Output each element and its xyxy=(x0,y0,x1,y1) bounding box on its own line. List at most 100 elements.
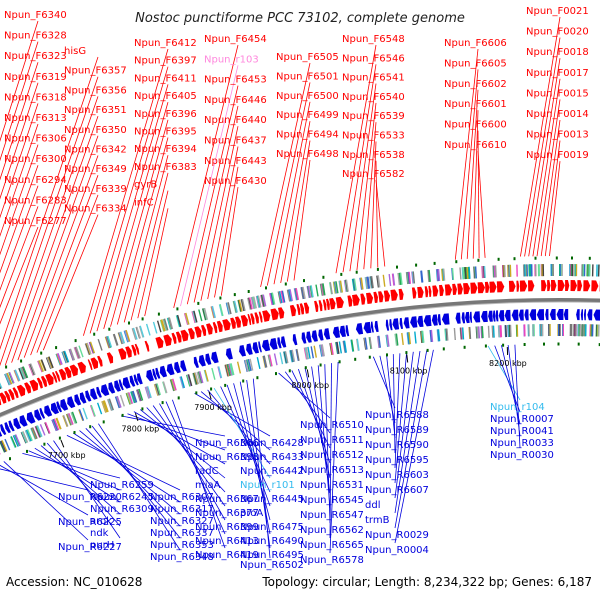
gene-arrow xyxy=(12,387,19,399)
gene-arrow xyxy=(299,303,304,315)
forward-leader xyxy=(544,140,561,257)
feature-stripe xyxy=(500,325,503,338)
gene-arrow xyxy=(536,309,545,321)
gc-mark xyxy=(405,351,408,355)
gene-arrow xyxy=(269,338,278,350)
reverse-gene-label: Npun_R6502 xyxy=(240,560,304,571)
forward-leader xyxy=(335,44,377,274)
gene-arrow xyxy=(206,323,213,335)
gc-mark xyxy=(396,265,398,269)
reverse-leader xyxy=(172,399,226,549)
gene-arrow xyxy=(129,375,136,387)
reverse-leader xyxy=(233,383,271,521)
forward-gene-label: Npun_F0014 xyxy=(526,109,589,120)
feature-stripe xyxy=(0,382,3,389)
feature-stripe xyxy=(284,351,289,364)
tick-mark xyxy=(134,413,139,422)
gene-arrow xyxy=(335,296,344,309)
gc-mark xyxy=(497,257,500,261)
forward-leader xyxy=(349,83,377,272)
reverse-leader xyxy=(324,364,331,524)
reverse-gene-label: Npun_R6547 xyxy=(300,510,364,521)
gene-arrow xyxy=(26,411,36,424)
forward-gene-label: Npun_F6600 xyxy=(444,120,507,131)
gene-arrow xyxy=(329,298,336,310)
reverse-gene-label: Npun_R6353 xyxy=(150,540,214,551)
feature-stripe xyxy=(31,427,38,439)
forward-leader xyxy=(11,115,99,363)
forward-gene-label: Npun_F6334 xyxy=(64,204,127,215)
feature-stripe xyxy=(505,325,507,338)
reverse-leader xyxy=(98,423,181,551)
gene-arrow xyxy=(424,286,429,298)
feature-stripe xyxy=(14,369,21,382)
feature-stripe xyxy=(132,327,138,340)
gene-arrow xyxy=(133,374,139,386)
forward-leader xyxy=(293,159,311,281)
gc-mark xyxy=(513,257,516,261)
gene-arrow xyxy=(222,319,231,331)
feature-stripe xyxy=(451,267,455,280)
reverse-gene-label: ndk xyxy=(90,528,109,539)
gene-arrow xyxy=(366,292,374,304)
gc-mark xyxy=(284,282,287,286)
reverse-gene-label: Npun_R6220 xyxy=(58,492,122,503)
reverse-leader xyxy=(394,353,401,469)
feature-stripe xyxy=(307,285,312,298)
gene-arrow xyxy=(339,325,346,337)
gene-arrow xyxy=(498,310,505,322)
gene-arrow xyxy=(504,309,511,321)
feature-stripe xyxy=(335,281,339,294)
gc-mark xyxy=(555,256,558,260)
forward-leader xyxy=(17,135,99,361)
gc-mark xyxy=(502,343,505,347)
feature-stripe xyxy=(462,267,465,280)
feature-stripe xyxy=(96,402,103,415)
reverse-gene-label: Npun_R6589 xyxy=(365,425,429,436)
forward-leader xyxy=(273,101,311,285)
gc-mark xyxy=(304,366,307,370)
gc-mark xyxy=(256,376,259,380)
gene-arrow xyxy=(352,294,360,306)
forward-leader xyxy=(536,99,561,257)
forward-gene-label: Npun_F6319 xyxy=(4,72,67,83)
feature-stripe xyxy=(268,354,273,367)
feature-stripe xyxy=(388,274,392,287)
feature-stripe xyxy=(196,371,201,384)
forward-gene-label: Npun_F6540 xyxy=(342,92,405,103)
gc-mark xyxy=(557,342,560,346)
forward-leader xyxy=(472,110,479,259)
reverse-gene-label: Npun_R0029 xyxy=(365,530,429,541)
feature-stripe xyxy=(69,348,76,361)
feature-stripe xyxy=(163,318,169,331)
gc-mark xyxy=(340,272,343,276)
gene-arrow xyxy=(40,375,48,388)
reverse-gene-label: Npun_R6475 xyxy=(240,522,304,533)
gene-arrow xyxy=(399,317,403,329)
reverse-gene-label: Npun_R6511 xyxy=(300,435,364,446)
gene-arrow xyxy=(326,298,330,310)
feature-stripe xyxy=(211,305,216,318)
forward-leader xyxy=(375,180,386,267)
gene-arrow xyxy=(457,283,463,295)
forward-gene-label: Npun_F6339 xyxy=(64,184,127,195)
forward-gene-label: Npun_F6498 xyxy=(276,149,339,160)
feature-stripe xyxy=(322,283,326,296)
reverse-leader xyxy=(392,354,396,454)
gene-arrow xyxy=(246,343,253,355)
feature-stripe xyxy=(82,407,88,420)
gc-mark xyxy=(534,256,537,260)
gene-arrow xyxy=(301,332,307,344)
reverse-gene-label: Npun_R6565 xyxy=(300,540,364,551)
gc-mark xyxy=(426,348,429,352)
gc-mark xyxy=(108,327,111,331)
feature-stripe xyxy=(233,300,238,313)
feature-stripe xyxy=(241,298,246,311)
feature-stripe xyxy=(180,376,186,389)
forward-gene-label: Npun_F6494 xyxy=(276,130,339,141)
feature-stripe xyxy=(108,398,114,411)
feature-stripe xyxy=(273,353,278,366)
feature-stripe xyxy=(377,275,381,288)
feature-stripe xyxy=(185,312,190,325)
gene-arrow xyxy=(108,382,116,394)
